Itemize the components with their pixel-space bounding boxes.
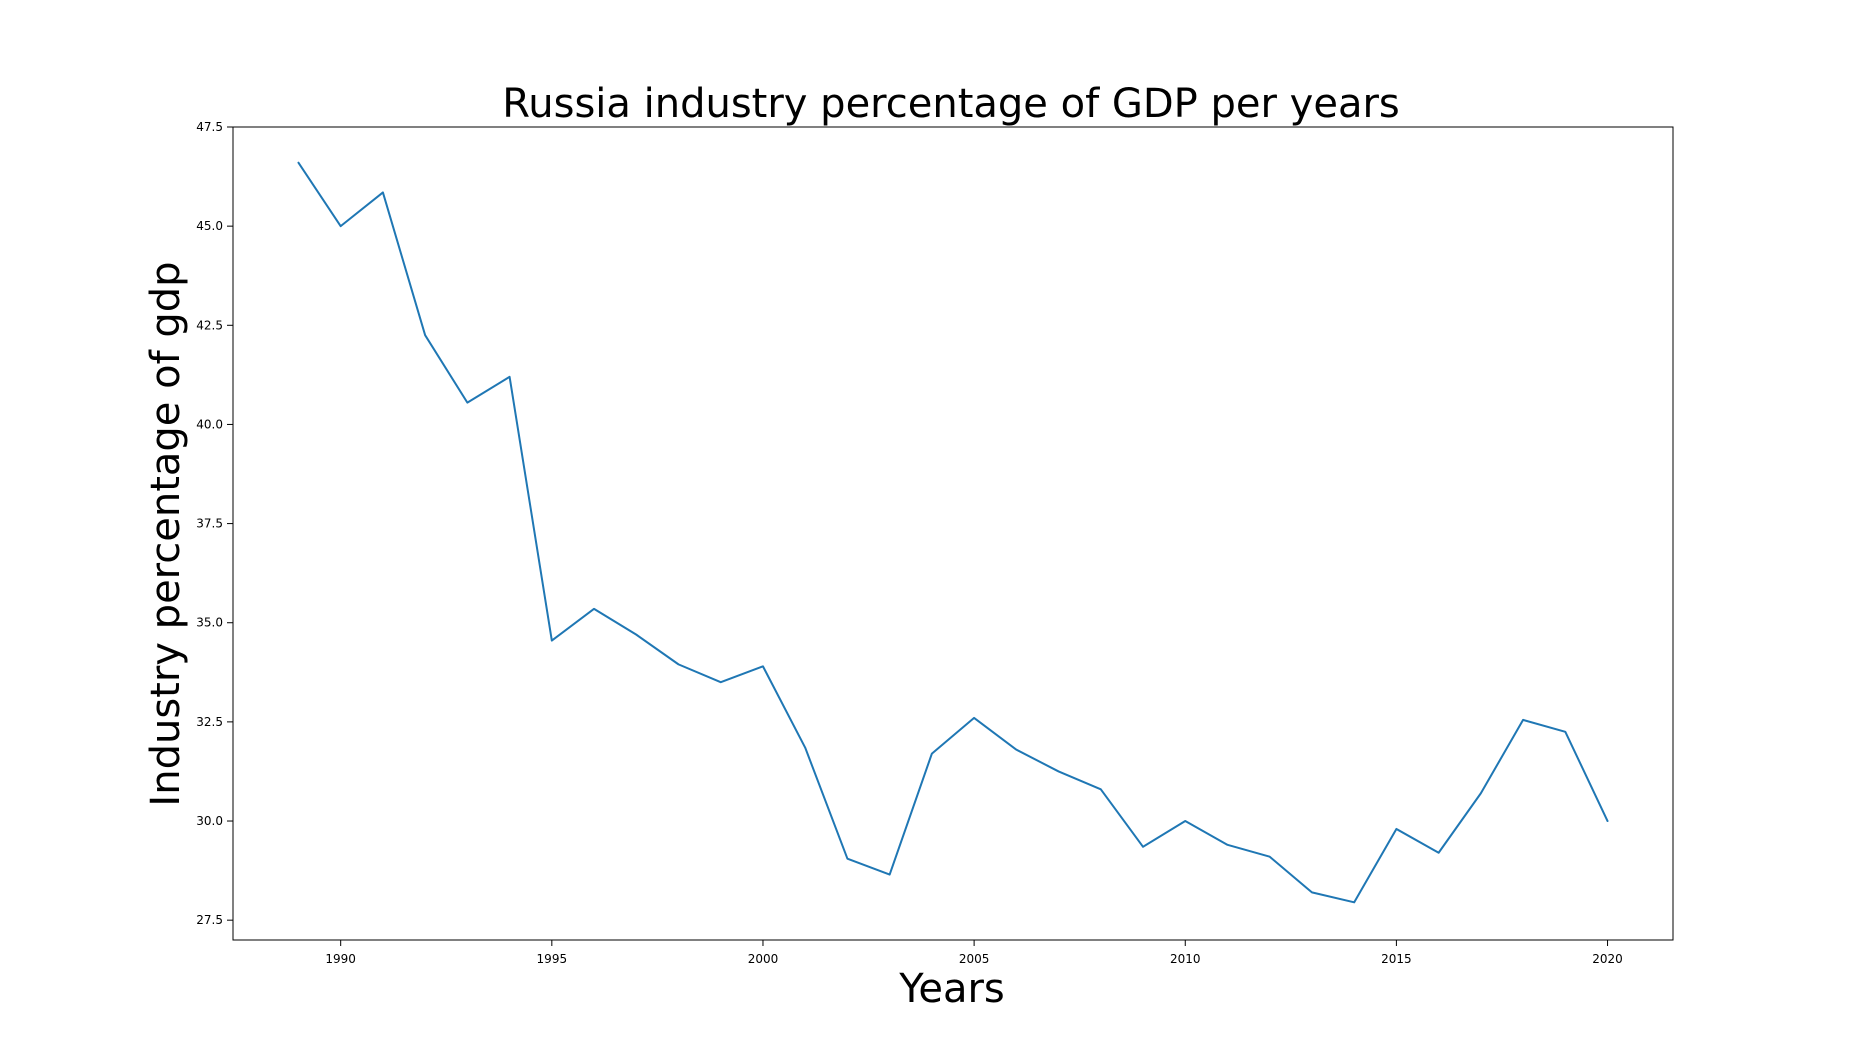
data-point bbox=[803, 746, 807, 750]
y-tick-label: 37.5 bbox=[196, 517, 223, 531]
data-point bbox=[930, 752, 934, 756]
data-point bbox=[465, 401, 469, 405]
data-point bbox=[1057, 769, 1061, 773]
data-point bbox=[634, 633, 638, 637]
data-point bbox=[719, 680, 723, 684]
series-line bbox=[297, 161, 1609, 904]
data-point bbox=[1606, 819, 1610, 823]
x-tick-label: 2020 bbox=[1592, 952, 1623, 966]
plot-frame bbox=[232, 126, 1674, 941]
data-point bbox=[1141, 845, 1145, 849]
data-point bbox=[296, 161, 300, 165]
data-point bbox=[381, 190, 385, 194]
data-point bbox=[845, 857, 849, 861]
data-point bbox=[550, 639, 554, 643]
data-point bbox=[1014, 748, 1018, 752]
x-tick-label: 2015 bbox=[1381, 952, 1412, 966]
data-point bbox=[1310, 890, 1314, 894]
x-tick-label: 1990 bbox=[325, 952, 356, 966]
y-axis-label: Industry percentage of gdp bbox=[143, 261, 189, 806]
data-point bbox=[1183, 819, 1187, 823]
y-tick-label: 42.5 bbox=[196, 318, 223, 332]
data-point bbox=[1352, 900, 1356, 904]
axis-ticks: 1990 1995 2000 2005 2010 2015 2020 27.5 30.0 32.5… bbox=[196, 120, 1623, 966]
data-point bbox=[1437, 851, 1441, 855]
y-tick-label: 30.0 bbox=[196, 814, 223, 828]
y-tick-label: 40.0 bbox=[196, 417, 223, 431]
data-point bbox=[1099, 787, 1103, 791]
y-tick-label: 47.5 bbox=[196, 120, 223, 134]
x-tick-label: 2000 bbox=[748, 952, 779, 966]
data-point bbox=[339, 224, 343, 228]
data-point bbox=[423, 333, 427, 337]
y-tick-label: 32.5 bbox=[196, 715, 223, 729]
data-point bbox=[1479, 791, 1483, 795]
x-tick-label: 2010 bbox=[1170, 952, 1201, 966]
data-point bbox=[508, 375, 512, 379]
data-point bbox=[1268, 855, 1272, 859]
data-point bbox=[888, 873, 892, 877]
x-axis-label: Years bbox=[898, 966, 1005, 1012]
data-point bbox=[1521, 718, 1525, 722]
y-tick-label: 45.0 bbox=[196, 219, 223, 233]
data-point bbox=[1225, 843, 1229, 847]
y-tick-label: 35.0 bbox=[196, 616, 223, 630]
data-point bbox=[592, 607, 596, 611]
data-point bbox=[1394, 827, 1398, 831]
data-point bbox=[1563, 730, 1567, 734]
data-point bbox=[972, 716, 976, 720]
x-tick-label: 2005 bbox=[959, 952, 990, 966]
data-point bbox=[677, 662, 681, 666]
data-point bbox=[761, 664, 765, 668]
y-tick-label: 27.5 bbox=[196, 913, 223, 927]
x-tick-label: 1995 bbox=[537, 952, 568, 966]
chart-title: Russia industry percentage of GDP per ye… bbox=[502, 81, 1400, 127]
